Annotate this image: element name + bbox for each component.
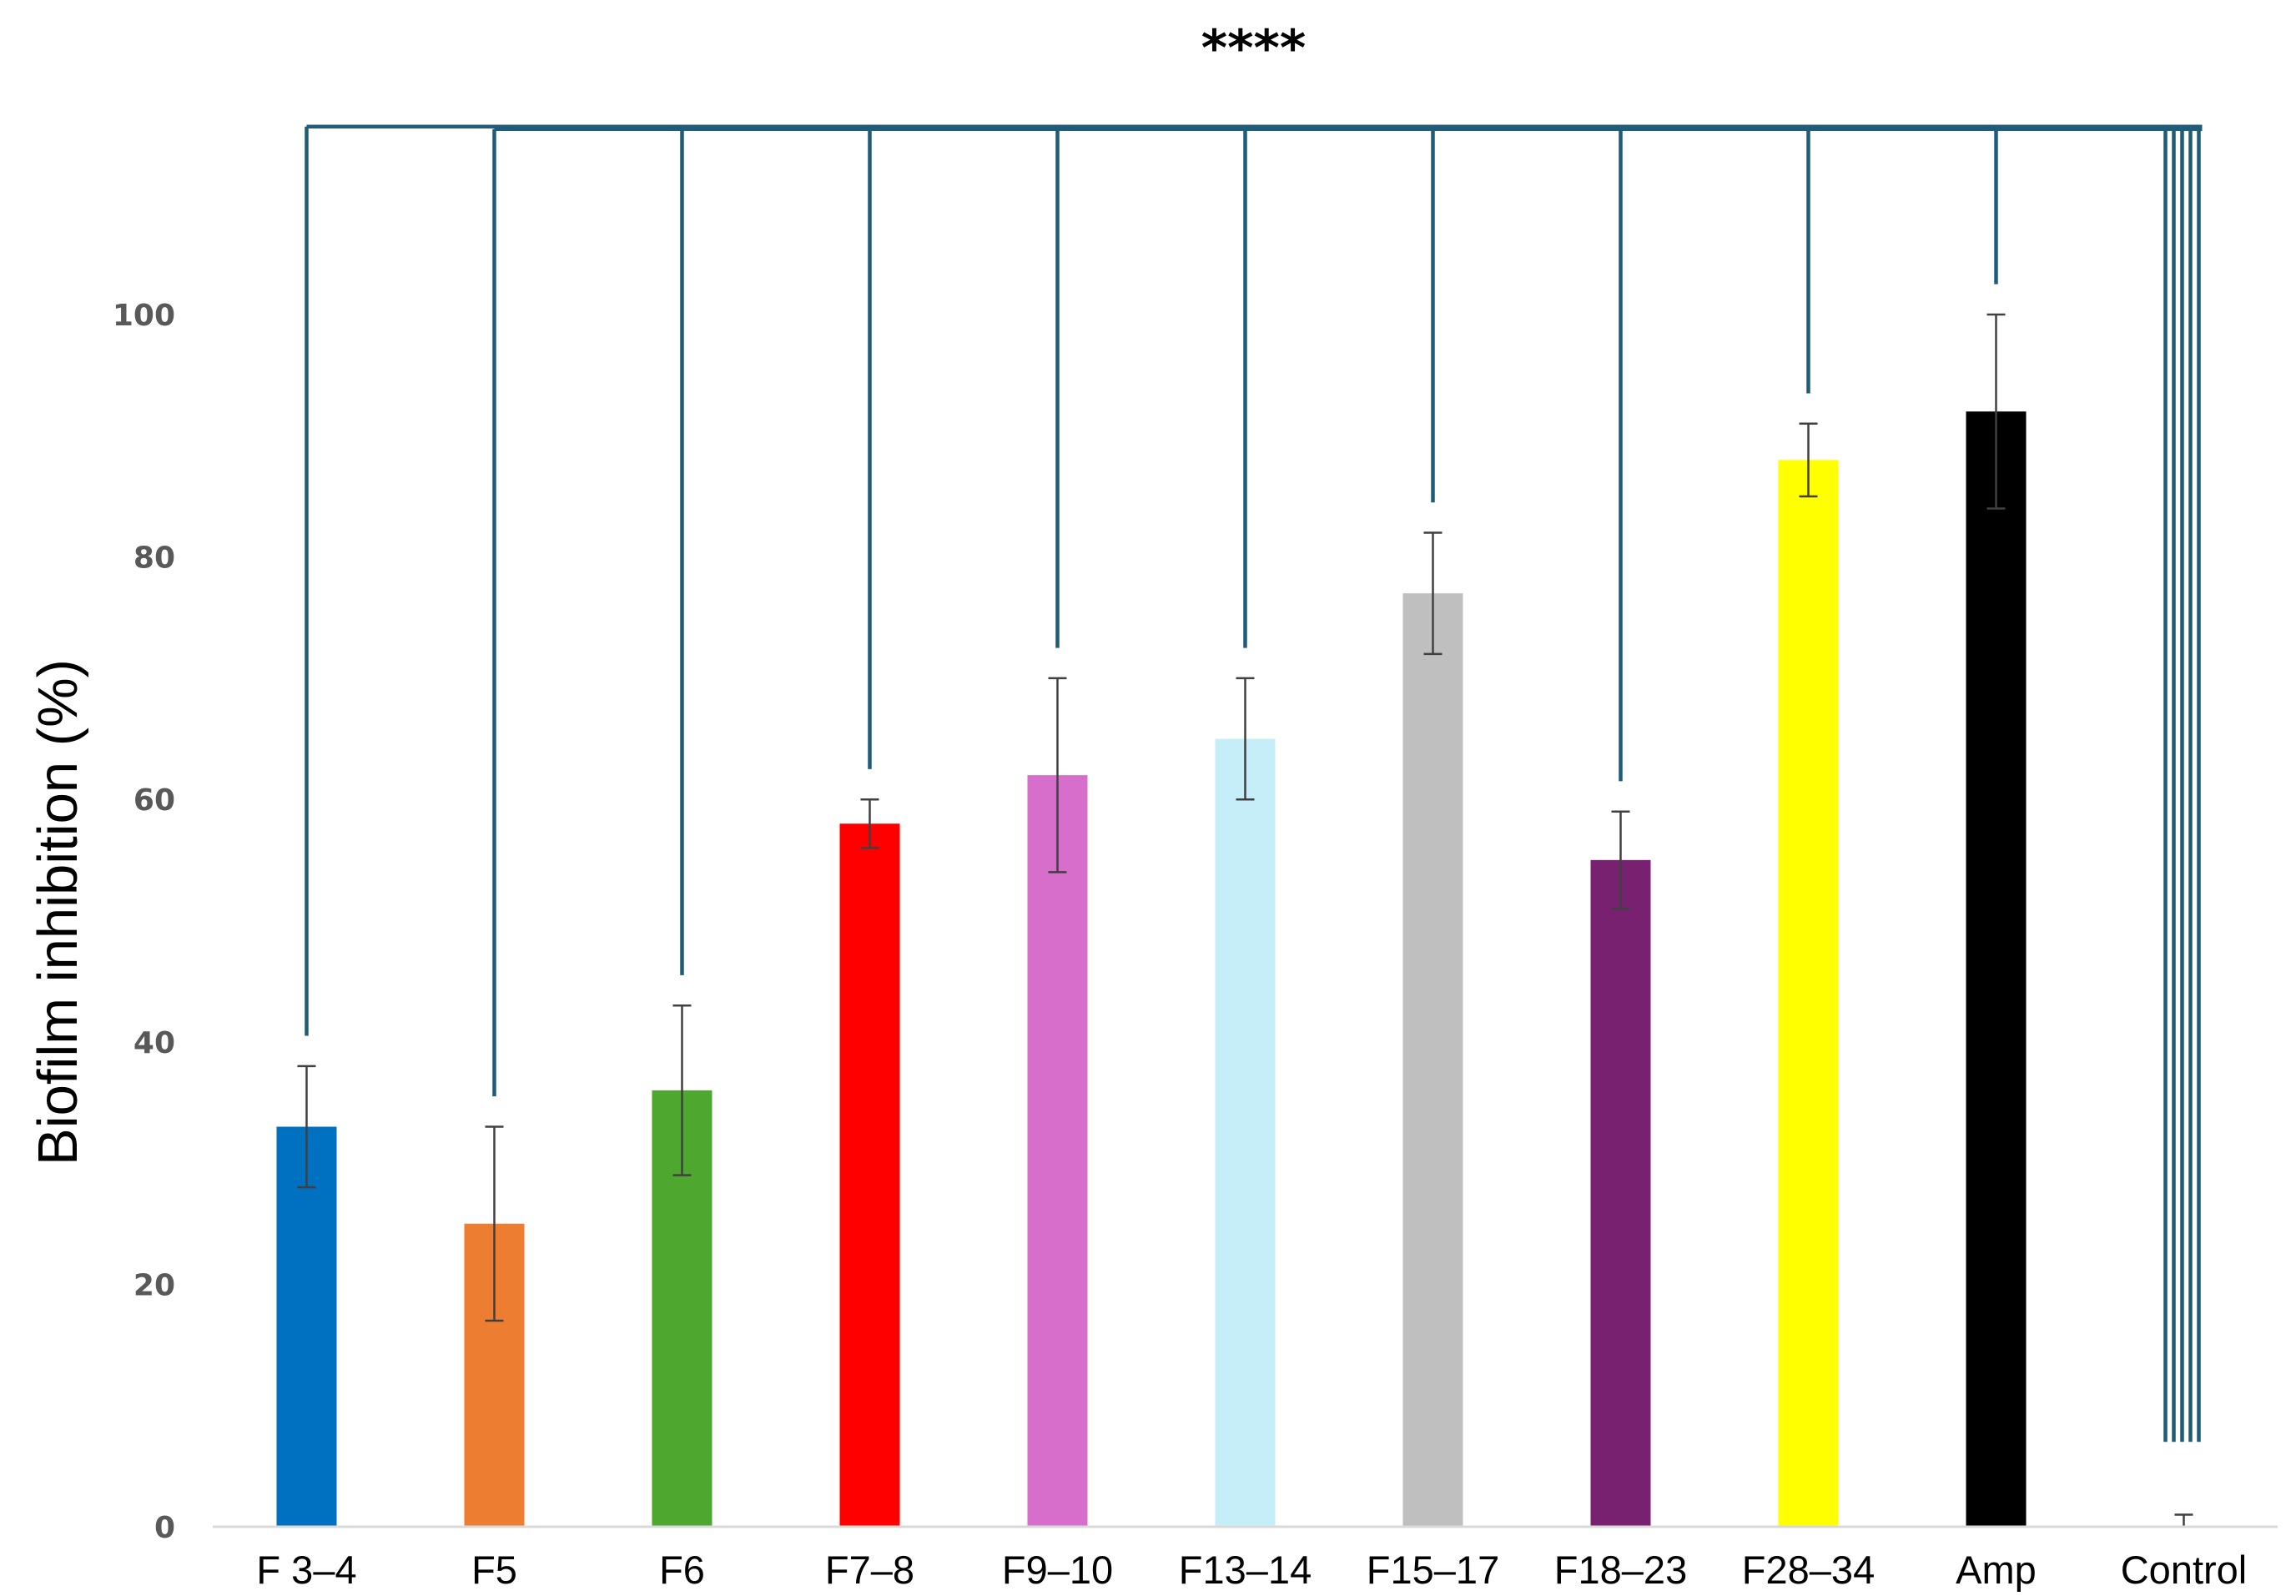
error-bar: [1423, 531, 1443, 656]
y-tick-label: 0: [154, 1511, 175, 1545]
x-tick-label: F7–8: [825, 1548, 914, 1592]
significance-bracket: [1994, 127, 2203, 284]
bars: [276, 411, 2027, 1528]
error-bar: [1611, 810, 1630, 910]
bar: [276, 1126, 337, 1527]
x-tick-label: F13–14: [1179, 1548, 1312, 1592]
x-tick-label: F18–23: [1554, 1548, 1687, 1592]
bar: [1215, 738, 1276, 1527]
error-bar: [485, 1125, 504, 1322]
error-bar: [297, 1065, 316, 1189]
bar: [839, 823, 900, 1527]
x-tick-label: F 3–4: [256, 1548, 356, 1592]
error-bar: [860, 798, 879, 849]
y-tick-labels: 0 20 40 60 80 100: [113, 299, 175, 1545]
control-bracket-drops: [2163, 126, 2201, 1442]
x-tick-label: F5: [471, 1548, 517, 1592]
significance-bracket: [1055, 124, 2203, 648]
x-tick-label: F9–10: [1002, 1548, 1113, 1592]
significance-bracket: [492, 127, 2203, 1097]
y-tick-label: 100: [113, 299, 175, 333]
x-tick-label: F15–17: [1367, 1548, 1499, 1592]
y-tick-label: 80: [133, 541, 175, 576]
y-tick-label: 40: [133, 1026, 175, 1060]
bar: [1590, 859, 1651, 1527]
significance-bracket: [1806, 124, 2203, 394]
x-tick-label: Amp: [1956, 1548, 2037, 1592]
x-tick-label: Control: [2121, 1548, 2248, 1592]
x-tick-label: F28–34: [1742, 1548, 1875, 1592]
y-tick-label: 20: [133, 1268, 175, 1302]
y-tick-label: 60: [133, 783, 175, 818]
bar: [1027, 775, 1088, 1527]
significance-bracket: [1619, 127, 2203, 782]
significance-bracket: [1431, 124, 2203, 503]
error-bars: [297, 313, 2193, 1528]
significance-label: ****: [1201, 19, 1307, 78]
y-axis-title: Biofilm inhibition (%): [27, 659, 89, 1166]
bar: [1966, 411, 2027, 1527]
significance-brackets: [305, 124, 2203, 1442]
error-bar: [2174, 1513, 2193, 1528]
significance-bracket: [1243, 127, 2203, 648]
bar: [1402, 593, 1463, 1528]
error-bar: [672, 1004, 692, 1176]
x-tick-label: F6: [659, 1548, 705, 1592]
error-bar: [1048, 677, 1067, 874]
error-bar: [1986, 313, 2006, 510]
error-bar: [1236, 677, 1255, 801]
x-tick-labels: F 3–4 F5 F6 F7–8 F9–10 F13–14 F15–17 F18–23 F28–…: [256, 1548, 2247, 1592]
bar: [1778, 460, 1839, 1527]
error-bar: [1799, 422, 1818, 498]
